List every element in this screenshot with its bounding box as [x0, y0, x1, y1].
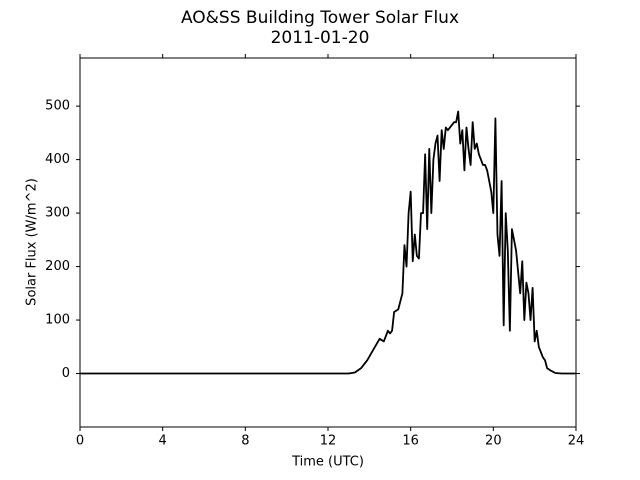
y-tick-label: 0	[62, 366, 70, 381]
y-tick-label: 300	[45, 206, 70, 221]
x-tick-label: 16	[402, 434, 419, 449]
x-tick-label: 20	[485, 434, 502, 449]
y-tick-label: 200	[45, 259, 70, 274]
x-tick-label: 12	[320, 434, 337, 449]
y-tick-label: 500	[45, 99, 70, 114]
y-tick-label: 400	[45, 152, 70, 167]
chart-title: AO&SS Building Tower Solar Flux	[181, 8, 459, 28]
x-tick-label: 4	[159, 434, 167, 449]
x-axis-label: Time (UTC)	[291, 455, 364, 470]
x-tick-label: 8	[241, 434, 249, 449]
x-tick-label: 0	[76, 434, 84, 449]
plot-frame	[79, 57, 577, 428]
chart-subtitle: 2011-01-20	[271, 28, 370, 48]
y-axis-label: Solar Flux (W/m^2)	[25, 178, 40, 306]
x-tick-label: 24	[568, 434, 585, 449]
y-tick-label: 100	[45, 313, 70, 328]
data-line	[80, 110, 576, 375]
